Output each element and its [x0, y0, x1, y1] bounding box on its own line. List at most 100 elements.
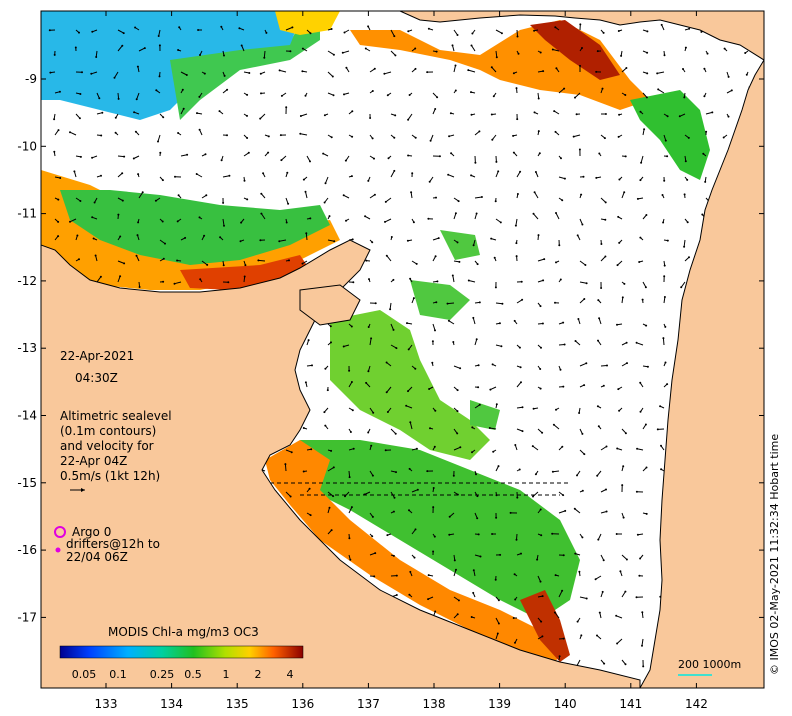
velocity-arrow-head — [99, 275, 102, 278]
velocity-arrow-head — [141, 191, 144, 194]
velocity-arrow-head — [644, 423, 647, 426]
velocity-arrow-head — [472, 569, 475, 572]
velocity-arrow-head — [490, 113, 493, 116]
velocity-arrow-head — [576, 474, 578, 477]
velocity-arrow-head — [351, 409, 354, 412]
velocity-arrow-head — [624, 663, 627, 666]
velocity-arrow-head — [604, 218, 607, 221]
velocity-arrow-head — [98, 97, 101, 100]
velocity-arrow-head — [617, 388, 620, 391]
velocity-arrow-head — [248, 72, 251, 74]
velocity-arrow — [281, 155, 287, 161]
velocity-arrow — [305, 233, 308, 241]
velocity-arrow-head — [727, 75, 730, 78]
velocity-arrow — [258, 259, 266, 262]
velocity-arrow-head — [53, 118, 56, 121]
velocity-arrow-head — [516, 193, 519, 195]
velocity-arrow — [452, 275, 455, 283]
velocity-arrow-head — [687, 136, 690, 139]
velocity-arrow-head — [57, 235, 60, 238]
velocity-arrow-head — [78, 31, 80, 34]
velocity-arrow-head — [427, 598, 430, 601]
velocity-arrow — [260, 213, 266, 220]
velocity-arrow-head — [663, 179, 666, 182]
velocity-arrow-head — [406, 239, 409, 242]
velocity-arrow-head — [240, 221, 243, 224]
velocity-arrow-head — [392, 278, 395, 281]
velocity-arrow-head — [683, 245, 686, 248]
velocity-arrow — [453, 213, 457, 220]
x-tick-label: 136 — [291, 697, 314, 711]
velocity-arrow-head — [457, 200, 460, 203]
velocity-arrow-head — [663, 54, 666, 57]
velocity-arrow-head — [551, 48, 554, 51]
velocity-arrow-head — [162, 280, 165, 283]
velocity-arrow — [468, 69, 476, 73]
velocity-arrow — [69, 131, 77, 136]
chl-patch-south-dark — [520, 590, 570, 662]
velocity-arrow-head — [539, 305, 542, 308]
velocity-arrow-head — [615, 533, 618, 535]
velocity-arrow-head — [555, 261, 557, 264]
velocity-arrow — [471, 45, 476, 52]
velocity-arrow-head — [369, 117, 372, 119]
velocity-arrow-head — [711, 111, 714, 114]
x-tick-label: 142 — [685, 697, 708, 711]
velocity-arrow-head — [597, 299, 600, 302]
velocity-arrow-head — [579, 23, 582, 26]
velocity-arrow-head — [683, 193, 686, 196]
velocity-arrow — [448, 320, 455, 325]
velocity-arrow-head — [305, 232, 308, 235]
velocity-arrow — [327, 239, 335, 242]
velocity-arrow-head — [497, 599, 500, 602]
velocity-arrow-head — [91, 216, 94, 219]
velocity-arrow-head — [621, 296, 624, 299]
velocity-arrow-head — [79, 200, 82, 202]
velocity-arrow-head — [344, 159, 347, 162]
velocity-arrow-head — [646, 365, 649, 368]
velocity-arrow — [636, 342, 644, 346]
velocity-arrow-head — [601, 87, 604, 90]
velocity-arrow-head — [158, 44, 161, 47]
velocity-arrow — [196, 173, 203, 178]
velocity-arrow-head — [393, 35, 396, 38]
velocity-arrow-head — [558, 244, 561, 247]
velocity-arrow — [138, 192, 144, 199]
velocity-arrow-head — [371, 90, 374, 92]
velocity-arrow-head — [333, 240, 336, 243]
velocity-arrow — [575, 340, 581, 346]
velocity-arrow-head — [174, 175, 176, 178]
velocity-arrow-head — [512, 72, 515, 75]
chl-patch-central-spots — [410, 230, 500, 430]
velocity-arrow-head — [365, 259, 368, 262]
velocity-arrow-head — [531, 445, 534, 448]
velocity-arrow-head — [134, 26, 137, 29]
velocity-arrow-head — [433, 535, 436, 538]
velocity-arrow-head — [705, 130, 708, 133]
velocity-arrow-head — [474, 161, 477, 164]
velocity-arrow-head — [475, 338, 478, 341]
velocity-arrow-head — [563, 87, 566, 90]
velocity-arrow-head — [299, 115, 302, 117]
y-axis: -9 -10 -11 -12 -13 -14 -15 -16 -17 — [17, 72, 764, 624]
velocity-arrow-head — [309, 217, 312, 220]
velocity-arrow-head — [515, 242, 518, 245]
velocity-arrow-head — [223, 54, 225, 57]
velocity-arrow — [180, 71, 188, 76]
velocity-arrow-head — [450, 152, 453, 155]
velocity-arrow-head — [205, 194, 208, 197]
velocity-arrow-head — [660, 468, 663, 471]
velocity-arrow-head — [500, 345, 503, 348]
velocity-arrow-head — [680, 286, 683, 289]
velocity-arrow-head — [447, 173, 450, 176]
velocity-arrow-head — [285, 221, 288, 224]
velocity-arrow-head — [538, 152, 541, 155]
velocity-arrow — [468, 280, 476, 283]
velocity-arrow-head — [521, 430, 524, 433]
velocity-arrow-head — [562, 637, 565, 640]
velocity-arrow-head — [475, 473, 477, 476]
velocity-arrow-head — [427, 27, 430, 30]
drifters-line-1: drifters@12h to — [66, 537, 160, 551]
velocity-arrow-head — [173, 282, 176, 285]
velocity-arrow-head — [121, 44, 124, 47]
